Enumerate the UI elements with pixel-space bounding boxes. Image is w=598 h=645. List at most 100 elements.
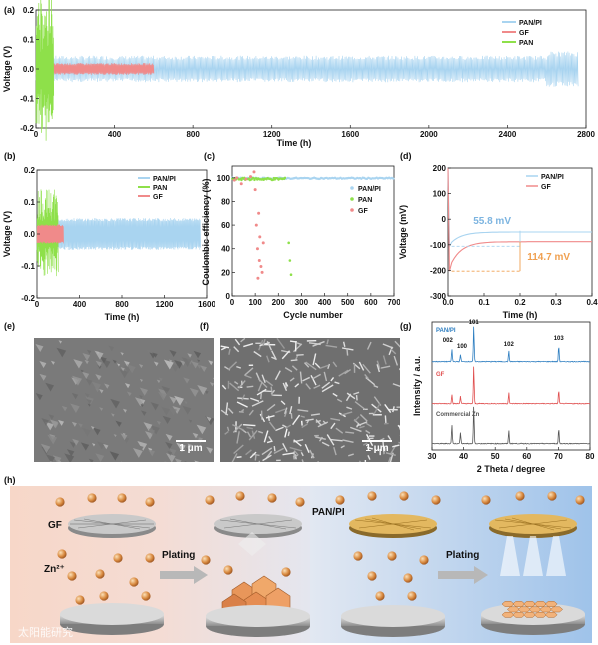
x-tick-label: 100	[248, 298, 262, 307]
y-axis-label-g: Intensity / a.u.	[412, 356, 422, 416]
zn-ion	[403, 573, 413, 583]
point	[256, 276, 260, 280]
x-axis-label-b: Time (h)	[105, 312, 140, 322]
y-tick-label: 100	[217, 174, 231, 183]
x-tick-label: 1600	[198, 300, 215, 309]
legend-a-pan: PAN	[519, 40, 533, 47]
x-tick-label: 50	[491, 452, 500, 461]
point	[253, 188, 257, 192]
panel-label-h: (h)	[4, 475, 16, 485]
point	[257, 259, 261, 263]
chart-g: (g) 30 40 50 60 70 80 2 Theta / degree Intens…	[400, 320, 595, 474]
zn-ion	[145, 497, 155, 507]
y-tick-label: -300	[430, 292, 447, 301]
xrd-label-panpi: PAN/PI	[436, 328, 456, 334]
zn-ion-label: Zn²⁺	[44, 564, 65, 575]
x-tick-label: 0.3	[550, 298, 562, 307]
zn-ion	[267, 493, 277, 503]
zn-ions	[55, 491, 585, 605]
zn-ion	[223, 565, 233, 575]
x-tick-label: 0	[230, 298, 235, 307]
chart-d: (d) 0.0 0.1 0.2 0.3 0.4 -300 -200 -100 0 100 200 T…	[398, 151, 598, 320]
legend-b-gf: GF	[153, 194, 163, 201]
legend-a-panpi: PAN/PI	[519, 20, 542, 27]
legend-b-panpi: PAN/PI	[153, 176, 176, 183]
x-tick-label: 40	[459, 452, 468, 461]
gf-label: GF	[48, 520, 62, 531]
gf-separator-right	[214, 514, 302, 538]
peak-label: 002	[443, 338, 454, 344]
y-tick-label: 40	[221, 245, 230, 254]
y-axis-label-b: Voltage (V)	[2, 211, 12, 257]
traces-b	[36, 189, 201, 277]
zn-ion	[375, 591, 385, 601]
panel-label-g: (g)	[400, 321, 412, 331]
point	[249, 175, 253, 179]
sem-image-e: 1 μm	[34, 338, 214, 462]
y-tick-label: 0.1	[24, 198, 36, 207]
legend-b: PAN/PI PAN GF	[138, 176, 176, 201]
peak-label: 100	[457, 344, 468, 350]
plating-label-right: Plating	[446, 550, 479, 561]
series-line	[36, 224, 64, 244]
x-tick-label: 60	[522, 452, 531, 461]
y-tick-label: 0	[442, 215, 447, 224]
x-tick-label: 200	[272, 298, 286, 307]
schematic-h: (h)	[4, 475, 592, 643]
chart-c: (c) 0 100 200 300 400 500 600 700 0 20 40 60 80 100 C…	[201, 151, 400, 320]
zn-ion	[145, 553, 155, 563]
y-tick-label: -0.2	[21, 294, 35, 303]
zn-ion	[205, 495, 215, 505]
y-tick-label: 0.0	[23, 65, 35, 74]
plating-label-left: Plating	[162, 550, 195, 561]
arrow-plating-left	[160, 566, 208, 584]
traces-a	[35, 0, 579, 141]
scale-bar-e: 1 μm	[176, 440, 206, 454]
zn-ion	[55, 497, 65, 507]
legend-c: PAN/PI PAN GF	[350, 186, 381, 215]
zn-ion	[431, 495, 441, 505]
zn-ion	[367, 571, 377, 581]
zn-ion	[387, 551, 397, 561]
zn-ion	[201, 555, 211, 565]
zn-ion	[547, 491, 557, 501]
ticks-d: 0.0 0.1 0.2 0.3 0.4 -300 -200 -100 0 100 200	[430, 164, 598, 307]
panel-label-e: (e)	[4, 321, 15, 331]
x-tick-label: 300	[295, 298, 309, 307]
point	[235, 176, 239, 180]
peak-label: 102	[504, 342, 515, 348]
x-tick-label: 0	[35, 300, 40, 309]
annotation-d-gf: 114.7 mV	[527, 252, 570, 263]
x-axis-label-a: Time (h)	[277, 138, 312, 148]
x-tick-label: 700	[387, 298, 400, 307]
x-axis-label-d: Time (h)	[503, 310, 538, 320]
x-tick-label: 0	[34, 130, 39, 139]
zn-ion	[399, 491, 409, 501]
panel-label-f: (f)	[200, 321, 209, 331]
x-tick-label: 70	[554, 452, 563, 461]
panel-label-b: (b)	[4, 151, 16, 161]
y-tick-label: 0.1	[23, 36, 35, 45]
scale-text-f: 1 μm	[365, 443, 389, 454]
x-tick-label: 0.4	[586, 298, 598, 307]
point	[283, 176, 287, 180]
x-tick-label: 800	[186, 130, 200, 139]
zn-ion	[367, 491, 377, 501]
point	[271, 178, 275, 182]
zn-disc-left2	[206, 605, 310, 637]
y-tick-label: 0	[226, 292, 231, 301]
y-tick-label: -0.1	[20, 95, 34, 104]
legend-d-gf: GF	[541, 184, 551, 191]
series-line	[35, 0, 55, 141]
x-tick-label: 600	[364, 298, 378, 307]
y-tick-label: 20	[221, 268, 230, 277]
xrd-label-zn: Commercial Zn	[436, 412, 480, 418]
legend-c-panpi: PAN/PI	[358, 186, 381, 193]
legend-a-gf: GF	[519, 30, 529, 37]
point	[287, 241, 290, 245]
gf-separator-left	[68, 514, 156, 538]
point	[239, 182, 243, 186]
sem-image-f: 1 μm	[220, 338, 400, 462]
ticks-c: 0 100 200 300 400 500 600 700 0 20 40 60 80 100	[217, 174, 400, 307]
